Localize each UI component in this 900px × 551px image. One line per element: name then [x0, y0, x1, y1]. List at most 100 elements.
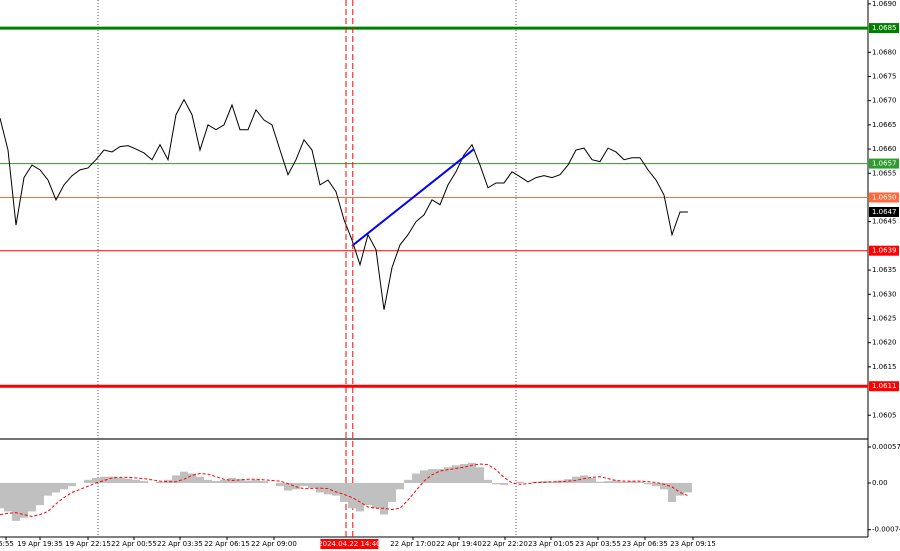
histogram-bar — [84, 479, 92, 483]
y-tick-label: 1.0675 — [872, 72, 897, 80]
histogram-bar — [196, 476, 204, 483]
level-label: 1.0657 — [872, 160, 897, 168]
histogram-bar — [412, 473, 420, 483]
histogram-bar — [596, 481, 604, 483]
histogram-bar — [12, 483, 20, 521]
level-label: 1.0650 — [872, 193, 897, 201]
histogram-bar — [260, 481, 268, 483]
histogram-bar — [396, 483, 404, 490]
level-label: 1.0611 — [872, 382, 897, 390]
histogram-bar — [0, 483, 4, 509]
histogram-bar — [116, 477, 124, 483]
histogram-bar — [588, 477, 596, 483]
last-price-box — [869, 206, 899, 217]
x-tick-label: 19 Apr 19:35 — [17, 540, 63, 548]
x-tick-label: 22 Apr 03:35 — [157, 540, 203, 548]
histogram-bar — [604, 481, 612, 483]
x-tick-label: 22 Apr 00:55 — [111, 540, 157, 548]
level-label-box — [869, 192, 899, 203]
histogram-bar — [460, 464, 468, 483]
histogram-bar — [468, 462, 476, 483]
histogram-bar — [180, 471, 188, 483]
histogram-bar — [380, 483, 388, 515]
level-label-box — [869, 158, 899, 169]
histogram-bar — [660, 483, 668, 490]
y-tick-label: 1.0625 — [872, 314, 897, 322]
histogram-bar — [100, 476, 108, 483]
histogram-bar — [132, 479, 140, 483]
histogram-bar — [52, 483, 60, 493]
x-tick-label: 22 Apr 09:00 — [251, 540, 297, 548]
histogram-bar — [236, 479, 244, 483]
histogram-bar — [516, 481, 524, 483]
histogram-bar — [188, 473, 196, 483]
x-tick-label: 23 Apr 09:15 — [670, 540, 716, 548]
y-tick-label: 1.0645 — [872, 218, 897, 226]
histogram-bar — [36, 483, 44, 506]
histogram-bar — [676, 483, 684, 496]
histogram-bar — [244, 480, 252, 483]
y-tick-label: 1.0670 — [872, 97, 897, 105]
histogram-bar — [668, 483, 676, 502]
histogram-bar — [140, 481, 148, 483]
level-label: 1.0685 — [872, 24, 897, 32]
last-price-label: 1.0647 — [872, 208, 897, 216]
level-label: 1.0639 — [872, 247, 897, 255]
histogram-bar — [628, 481, 636, 483]
histogram-bar — [316, 483, 324, 493]
histogram-bar — [420, 470, 428, 483]
histogram-bar — [428, 469, 436, 483]
histogram-bar — [356, 483, 364, 512]
marker-label: 2024.04.22 14:40 — [318, 540, 380, 548]
histogram-bar — [108, 476, 116, 483]
histogram-bar — [20, 483, 28, 518]
x-tick-label: 22 Apr 22:20 — [482, 540, 528, 548]
histogram-bar — [436, 469, 444, 483]
histogram-bar — [68, 483, 76, 487]
histogram-bar — [204, 479, 212, 483]
histogram-bar — [572, 476, 580, 483]
histogram-bar — [636, 481, 644, 483]
histogram-bar — [444, 467, 452, 483]
x-tick-label: 23 Apr 06:35 — [622, 540, 668, 548]
histogram-bar — [300, 483, 308, 487]
histogram-bar — [28, 483, 36, 512]
histogram-bar — [548, 481, 556, 483]
y-tick-label: 1.0620 — [872, 339, 897, 347]
histogram-bar — [340, 483, 348, 502]
histogram-bar — [124, 478, 132, 483]
x-tick-label: 23 Apr 01:05 — [528, 540, 574, 548]
x-tick-label: 22 Apr 06:15 — [204, 540, 250, 548]
histogram-bar — [220, 479, 228, 483]
histogram-bar — [60, 483, 68, 490]
y-tick-label: 1.0665 — [872, 121, 897, 129]
signal-line — [0, 463, 689, 517]
histogram-bar — [492, 483, 500, 485]
y-tick-label: 0.00057 — [872, 443, 900, 451]
y-tick-label: 1.0635 — [872, 266, 897, 274]
y-tick-label: 1.0680 — [872, 48, 897, 56]
y-tick-label: 1.0605 — [872, 411, 897, 419]
y-tick-label: 1.0655 — [872, 169, 897, 177]
histogram-bar — [308, 483, 316, 489]
marker-label-box — [320, 539, 379, 549]
histogram-bar — [276, 483, 284, 487]
histogram-bar — [404, 479, 412, 483]
histogram-bar — [44, 483, 52, 496]
histogram-bar — [164, 479, 172, 483]
histogram-bar — [284, 483, 292, 491]
histogram-bar — [252, 479, 260, 483]
histogram-bar — [452, 465, 460, 483]
price-line — [0, 98, 688, 310]
y-tick-label: 1.0630 — [872, 290, 897, 298]
x-tick-label: 22 Apr 17:00 — [390, 540, 436, 548]
histogram-bar — [476, 467, 484, 483]
histogram-bar — [292, 483, 300, 490]
level-label-box — [869, 245, 899, 256]
histogram-bar — [684, 483, 692, 493]
histogram-bar — [212, 481, 220, 483]
histogram-bar — [644, 483, 652, 485]
x-tick-label: 19 Apr 22:15 — [65, 540, 111, 548]
